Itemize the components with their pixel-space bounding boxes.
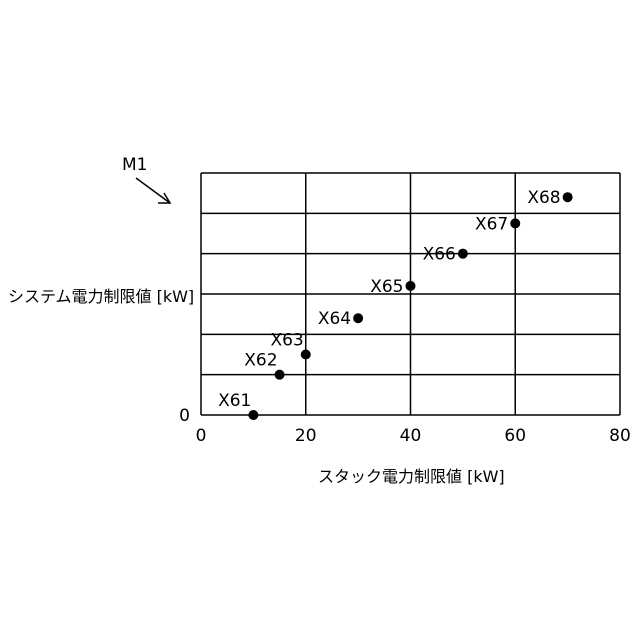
- grid: [201, 173, 620, 415]
- data-point: [301, 350, 311, 360]
- x-tick-labels: 0 20 40 60 80: [196, 426, 631, 446]
- x-tick-label: 40: [400, 426, 422, 446]
- data-points: X61 X62X63 X64 X65 X66 X67 X68: [218, 188, 573, 420]
- data-point: [458, 249, 468, 259]
- data-point-label: X62: [244, 351, 277, 371]
- data-point: [248, 410, 258, 420]
- data-point-label: X65: [370, 277, 403, 297]
- x-tick-label: 60: [504, 426, 526, 446]
- data-point-label: X67: [475, 214, 508, 234]
- data-point: [510, 218, 520, 228]
- data-point-label: X68: [527, 188, 560, 208]
- x-tick-label: 20: [295, 426, 317, 446]
- y-axis-label: システム電力制限値 [kW]: [8, 287, 194, 306]
- data-point: [275, 370, 285, 380]
- x-tick-label: 0: [196, 426, 207, 446]
- data-point-label: X61: [218, 391, 251, 411]
- x-tick-label: 80: [609, 426, 631, 446]
- y-tick-labels: 0: [179, 406, 190, 426]
- figure-label: M1: [122, 155, 147, 175]
- data-point-label: X63: [270, 331, 303, 351]
- data-point: [563, 192, 573, 202]
- data-point-label: X64: [318, 309, 351, 329]
- data-point-label: X66: [423, 245, 456, 265]
- x-axis-label: スタック電力制限値 [kW]: [318, 467, 505, 486]
- figure-pointer-arrow: [136, 178, 170, 203]
- y-tick-label: 0: [179, 406, 190, 426]
- data-point: [406, 281, 416, 291]
- data-point: [353, 313, 363, 323]
